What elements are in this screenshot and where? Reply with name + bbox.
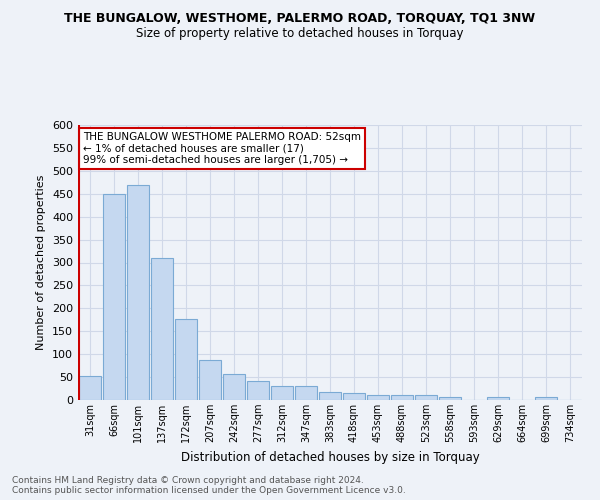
Bar [271, 386, 293, 400]
Text: THE BUNGALOW, WESTHOME, PALERMO ROAD, TORQUAY, TQ1 3NW: THE BUNGALOW, WESTHOME, PALERMO ROAD, TO… [64, 12, 536, 26]
Bar [391, 396, 413, 400]
Bar [295, 386, 317, 400]
Bar [343, 392, 365, 400]
Text: Size of property relative to detached houses in Torquay: Size of property relative to detached ho… [136, 28, 464, 40]
X-axis label: Distribution of detached houses by size in Torquay: Distribution of detached houses by size … [181, 450, 479, 464]
Bar [103, 194, 125, 400]
Bar [223, 374, 245, 400]
Bar [175, 319, 197, 400]
Bar [151, 258, 173, 400]
Bar [127, 184, 149, 400]
Bar [247, 381, 269, 400]
Y-axis label: Number of detached properties: Number of detached properties [37, 175, 46, 350]
Bar [535, 397, 557, 400]
Bar [367, 396, 389, 400]
Text: Contains HM Land Registry data © Crown copyright and database right 2024.
Contai: Contains HM Land Registry data © Crown c… [12, 476, 406, 495]
Bar [415, 396, 437, 400]
Bar [199, 360, 221, 400]
Bar [79, 376, 101, 400]
Bar [439, 397, 461, 400]
Text: THE BUNGALOW WESTHOME PALERMO ROAD: 52sqm
← 1% of detached houses are smaller (1: THE BUNGALOW WESTHOME PALERMO ROAD: 52sq… [83, 132, 361, 165]
Bar [487, 397, 509, 400]
Bar [319, 392, 341, 400]
